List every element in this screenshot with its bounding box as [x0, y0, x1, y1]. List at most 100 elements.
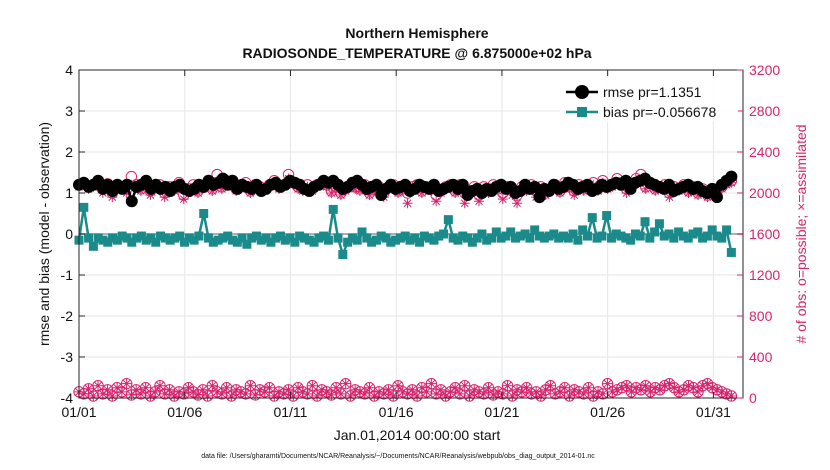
obs-assimilated-low-point: [102, 384, 113, 395]
obs-possible-low-point: [339, 377, 352, 390]
bias-point: [184, 233, 194, 243]
obs-assimilated-low-point: [297, 386, 308, 397]
obs-assimilated-low-point: [564, 390, 575, 401]
y-tick-label-1: -3: [61, 349, 74, 365]
obs-assimilated-low-point: [488, 389, 499, 400]
bias-point: [415, 237, 425, 247]
bias-point: [563, 233, 573, 243]
obs-assimilated-low-point: [554, 386, 565, 397]
obs-possible-low-point: [244, 380, 257, 392]
obs-possible-low-point: [387, 390, 399, 402]
obs-assimilated-low-point: [593, 386, 604, 397]
bias-point: [223, 231, 233, 241]
obs-assimilated-low-point: [640, 380, 651, 391]
bias-point: [98, 235, 108, 245]
obs-assimilated-low-point: [140, 382, 151, 393]
obs-assimilated-point: [145, 190, 156, 201]
obs-assimilated-low-point: [359, 388, 370, 399]
obs-assimilated-point: [693, 190, 704, 201]
obs-assimilated-low-point: [331, 382, 342, 393]
bias-point: [256, 235, 266, 245]
obs-assimilated-low-point: [169, 390, 180, 401]
obs-assimilated-low-point: [131, 384, 142, 395]
obs-assimilated-low-point: [302, 388, 313, 399]
bias-point: [395, 233, 405, 243]
bias-point: [419, 231, 429, 241]
obs-assimilated-low-point: [321, 386, 332, 397]
obs-assimilated-low-point: [631, 382, 642, 393]
bias-point: [112, 235, 122, 245]
bias-point: [702, 231, 712, 241]
bias-point: [141, 235, 151, 245]
obs-assimilated-low-point: [269, 390, 280, 401]
obs-assimilated-low-point: [259, 386, 270, 397]
bias-point: [227, 235, 237, 245]
obs-assimilated-low-point: [569, 384, 580, 395]
obs-assimilated-low-point: [588, 390, 599, 401]
rmse-series: [73, 170, 738, 208]
y-right-tick-label-5: 2000: [749, 185, 780, 201]
bias-point: [606, 233, 616, 243]
y-tick-label-7: 3: [65, 103, 73, 119]
bias-point: [539, 233, 549, 243]
obs-assimilated-low-point: [473, 386, 484, 397]
obs-assimilated-low-point: [216, 388, 227, 399]
obs-assimilated-low-point: [559, 382, 570, 393]
bias-point: [525, 233, 535, 243]
bias-series: [74, 202, 736, 259]
obs-assimilated-low-point: [502, 380, 513, 391]
bias-point: [357, 227, 367, 237]
bias-point: [530, 225, 540, 235]
legend-bias-marker: [577, 107, 587, 117]
ticks-layer: 01/01 01/06 01/11 01/16 01/21 01/26 01/31 -4 -3 -…: [61, 62, 781, 420]
footnote: data file: /Users/gharamti/Documents/NCA…: [201, 453, 595, 460]
obs-assimilated-low-point: [250, 389, 261, 400]
bias-point: [275, 231, 285, 241]
obs-assimilated-low-point: [293, 382, 304, 393]
bias-point: [127, 237, 137, 247]
legend-rmse-label: rmse pr=1.1351: [603, 84, 702, 100]
obs-assimilated-low-point: [421, 386, 432, 397]
obs-assimilated-point: [354, 185, 365, 196]
bias-point: [309, 237, 319, 247]
obs-assimilated-low-point: [454, 388, 465, 399]
obs-assimilated-low-point: [416, 382, 427, 393]
bias-point: [280, 235, 290, 245]
bias-point: [640, 217, 650, 227]
bias-point: [323, 235, 333, 245]
y-right-tick-label-1: 400: [749, 349, 773, 365]
obs-assimilated-low-point: [193, 389, 204, 400]
bias-point: [616, 231, 626, 241]
bias-point: [299, 233, 309, 243]
rmse-point: [725, 170, 738, 183]
obs-assimilated-low-point: [383, 384, 394, 395]
obs-assimilated-low-point: [612, 384, 623, 395]
obs-possible-low-point: [459, 380, 471, 392]
x-tick-label-0: 01/01: [61, 404, 96, 420]
obs-assimilated-low-point: [478, 388, 489, 399]
obs-assimilated-low-point: [726, 390, 737, 401]
obs-possible-low-point: [501, 380, 514, 392]
bias-point: [338, 250, 348, 259]
obs-assimilated-point: [121, 188, 132, 198]
obs-assimilated-low-point: [202, 390, 213, 401]
obs-assimilated-low-point: [159, 388, 170, 399]
bias-point: [386, 237, 396, 247]
bias-point: [295, 231, 305, 241]
rmse-point: [710, 191, 723, 204]
obs-assimilated-low-point: [540, 384, 551, 395]
obs-assimilated-low-point: [607, 386, 618, 397]
y-axis-label: rmse and bias (model - observation): [36, 122, 52, 346]
rmse-point: [125, 195, 138, 208]
obs-assimilated-low-point: [597, 388, 608, 399]
obs-assimilated-point: [350, 183, 361, 194]
bias-point: [93, 233, 103, 243]
bias-point: [424, 233, 434, 243]
obs-assimilated-low-point: [97, 388, 108, 399]
y-tick-label-5: 1: [65, 185, 73, 201]
obs-assimilated-low-point: [121, 378, 132, 389]
rmse-point: [370, 178, 383, 191]
obs-assimilated-low-point: [664, 378, 675, 389]
obs-assimilated-point: [364, 190, 375, 201]
